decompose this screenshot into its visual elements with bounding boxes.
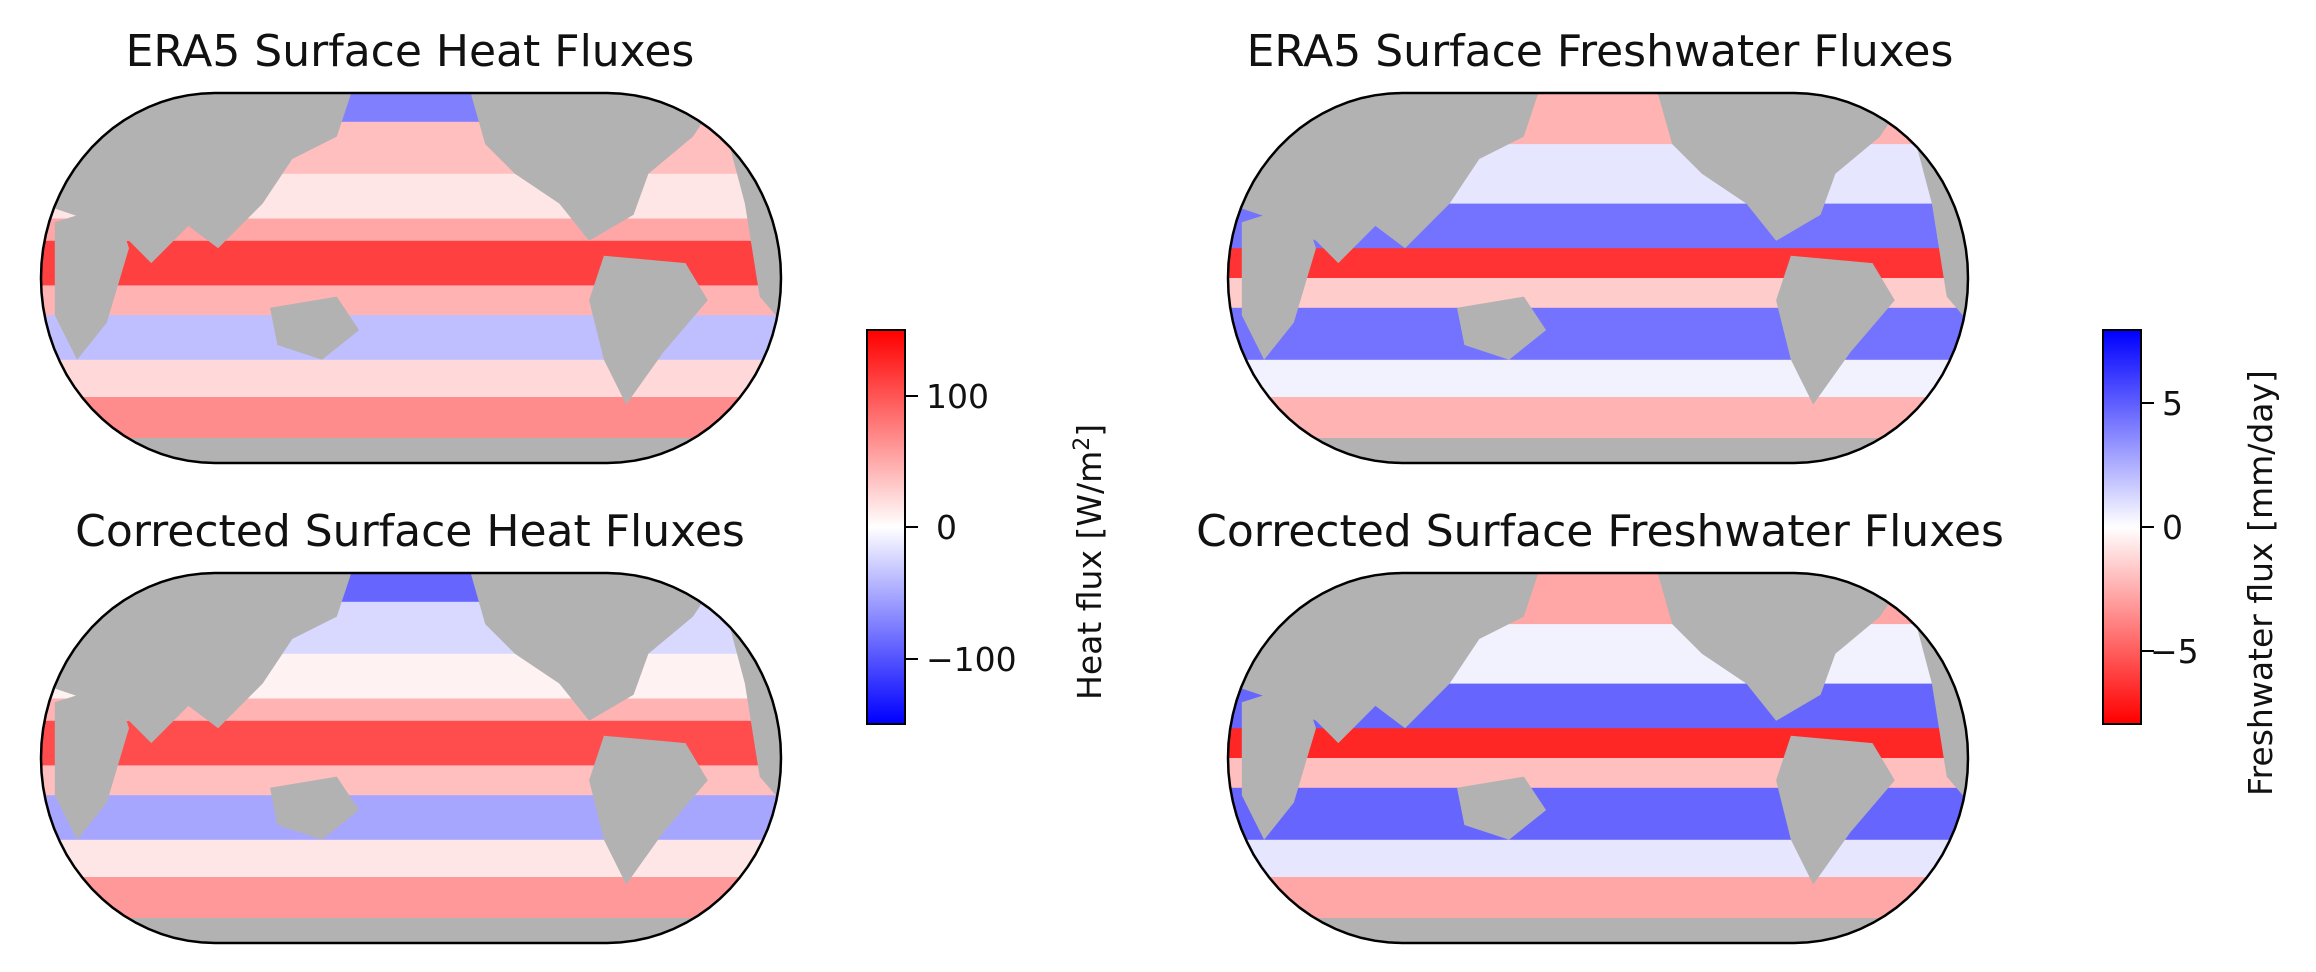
heat-colorbar xyxy=(866,329,906,725)
heat-tick-neg100 xyxy=(906,658,918,660)
land-mass xyxy=(1776,735,1895,885)
fw-corrected-map xyxy=(1226,571,1970,945)
land-mass xyxy=(1241,203,1316,360)
fw-tick-0 xyxy=(2142,526,2154,528)
heat-tick-label-0: 0 xyxy=(936,508,957,547)
freshwater-colorbar xyxy=(2102,329,2142,725)
heat-corrected-map xyxy=(39,571,783,945)
heat-tick-0 xyxy=(906,526,918,528)
flux-band xyxy=(41,359,781,398)
map-border xyxy=(1226,571,1970,945)
flux-band xyxy=(1228,397,1968,439)
fw-tick-label-5: 5 xyxy=(2162,384,2183,423)
land-mass xyxy=(1228,573,1539,744)
fw-tick-label-0: 0 xyxy=(2162,508,2183,547)
land-mass xyxy=(1241,683,1316,840)
heat-tick-100 xyxy=(906,395,918,397)
heat-era5-title: ERA5 Surface Heat Fluxes xyxy=(125,26,695,77)
land-mass xyxy=(1657,93,1910,241)
land-mass xyxy=(41,573,352,744)
map-border xyxy=(39,91,783,465)
heat-colorbar-label: Heat flux [W/m2] xyxy=(1070,423,1109,700)
flux-band xyxy=(41,839,781,878)
fw-tick-label-neg5: −5 xyxy=(2150,632,2199,671)
flux-band xyxy=(41,397,781,439)
land-mass xyxy=(589,255,708,405)
heat-tick-label-neg100: −100 xyxy=(926,640,1017,679)
heat-tick-label-100: 100 xyxy=(926,377,989,416)
freshwater-colorbar-label: Freshwater flux [mm/day] xyxy=(2241,370,2280,796)
land-mass xyxy=(54,683,129,840)
land-mass xyxy=(1457,296,1547,360)
flux-band xyxy=(1228,359,1968,398)
heat-corrected-title: Corrected Surface Heat Fluxes xyxy=(75,506,745,557)
land-mass xyxy=(270,776,360,840)
fw-era5-map xyxy=(1226,91,1970,465)
land-mass xyxy=(41,93,352,264)
land-mass xyxy=(1228,93,1539,264)
map-border xyxy=(39,571,783,945)
flux-band xyxy=(1228,839,1968,878)
flux-band xyxy=(41,877,781,919)
fw-era5-title: ERA5 Surface Freshwater Fluxes xyxy=(1246,26,1954,77)
land-mass xyxy=(1228,918,1968,943)
land-mass xyxy=(270,296,360,360)
land-mass xyxy=(1776,255,1895,405)
flux-band xyxy=(1228,877,1968,919)
land-mass xyxy=(54,203,129,360)
fw-tick-neg5 xyxy=(2142,650,2154,652)
land-mass xyxy=(1228,438,1968,463)
land-mass xyxy=(41,918,781,943)
fw-tick-5 xyxy=(2142,402,2154,404)
land-mass xyxy=(470,93,723,241)
land-mass xyxy=(1457,776,1547,840)
fw-corrected-title: Corrected Surface Freshwater Fluxes xyxy=(1196,506,2004,557)
land-mass xyxy=(470,573,723,721)
heat-era5-map xyxy=(39,91,783,465)
land-mass xyxy=(589,735,708,885)
land-mass xyxy=(41,438,781,463)
land-mass xyxy=(1657,573,1910,721)
map-border xyxy=(1226,91,1970,465)
